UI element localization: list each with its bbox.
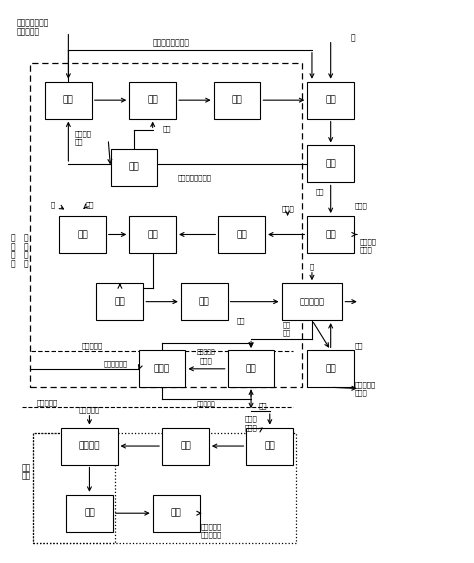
- Text: 溶解: 溶解: [325, 96, 336, 105]
- Text: 离心: 离心: [282, 322, 290, 328]
- Bar: [214, 82, 260, 119]
- Text: 滤品: 滤品: [355, 342, 364, 348]
- Text: 活性炭外: 活性炭外: [360, 238, 377, 244]
- Text: 套: 套: [11, 233, 15, 242]
- Text: 二氧化碳: 二氧化碳: [74, 131, 91, 137]
- Text: 硫酸钾副产: 硫酸钾副产: [201, 524, 222, 530]
- Text: 酸化: 酸化: [147, 230, 158, 239]
- Text: 水: 水: [310, 263, 314, 270]
- Bar: [307, 145, 354, 182]
- Text: 使用多次后: 使用多次后: [36, 399, 58, 406]
- Text: 水: 水: [350, 33, 355, 42]
- Text: 离心: 离心: [84, 509, 95, 518]
- Text: 套: 套: [23, 233, 28, 242]
- Text: 多: 多: [23, 251, 28, 260]
- Text: 成盐反应脱出的水: 成盐反应脱出的水: [153, 39, 190, 48]
- Bar: [97, 283, 143, 320]
- Text: 套用多次后: 套用多次后: [82, 342, 103, 348]
- Bar: [307, 216, 354, 253]
- Text: 中和: 中和: [264, 441, 275, 450]
- Bar: [61, 427, 118, 464]
- Text: 活性炭: 活性炭: [355, 202, 368, 209]
- Text: 回用于萃取: 回用于萃取: [196, 350, 215, 355]
- Text: 水层: 水层: [316, 189, 325, 195]
- Text: 品（出售）: 品（出售）: [201, 531, 222, 538]
- Text: 酸成品: 酸成品: [355, 389, 368, 396]
- Text: 成盐: 成盐: [63, 96, 74, 105]
- Text: 母液: 母液: [22, 471, 31, 480]
- Text: 离心: 离心: [22, 463, 31, 472]
- Text: 氧化钾溶液: 氧化钾溶液: [17, 27, 40, 36]
- Bar: [162, 427, 209, 464]
- Bar: [282, 283, 342, 320]
- Text: 吸附: 吸附: [325, 230, 336, 239]
- Text: 用: 用: [11, 242, 15, 251]
- Text: 气化: 气化: [128, 163, 139, 172]
- Text: 四效蒸发: 四效蒸发: [79, 441, 100, 450]
- Text: 煤油: 煤油: [237, 317, 245, 324]
- Text: 钾溶液: 钾溶液: [245, 424, 257, 431]
- Text: 多: 多: [11, 251, 15, 260]
- Bar: [33, 432, 297, 543]
- Text: 回用于萃取: 回用于萃取: [196, 401, 215, 406]
- Text: 萃取: 萃取: [246, 364, 256, 373]
- Bar: [307, 82, 354, 119]
- Bar: [246, 427, 293, 464]
- Text: 次: 次: [23, 260, 28, 269]
- Text: 干燥: 干燥: [325, 364, 336, 373]
- Bar: [138, 350, 185, 387]
- Text: 有机相: 有机相: [199, 358, 212, 364]
- Text: 母液: 母液: [282, 329, 290, 336]
- Bar: [66, 495, 113, 531]
- Text: 水: 水: [51, 201, 55, 208]
- Bar: [129, 216, 176, 253]
- Text: 次: 次: [11, 260, 15, 269]
- Bar: [110, 149, 157, 186]
- Bar: [181, 283, 228, 320]
- Text: 对羟基苯甲: 对羟基苯甲: [355, 381, 376, 387]
- Text: 羰化: 羰化: [147, 96, 158, 105]
- Bar: [307, 350, 354, 387]
- Text: 结晶: 结晶: [199, 297, 210, 306]
- Text: 干燥: 干燥: [171, 509, 182, 518]
- Bar: [228, 350, 274, 387]
- Text: 预冷: 预冷: [232, 96, 242, 105]
- Text: 有机层回用于成盐: 有机层回用于成盐: [178, 174, 212, 181]
- Text: 分离: 分离: [325, 159, 336, 168]
- Text: 氢氧化: 氢氧化: [245, 416, 257, 422]
- Text: 硫酸: 硫酸: [85, 201, 94, 208]
- Text: 冷却: 冷却: [115, 297, 125, 306]
- Bar: [153, 495, 200, 531]
- Bar: [59, 216, 106, 253]
- Text: 脱色: 脱色: [237, 230, 247, 239]
- Text: 减压: 减压: [163, 126, 171, 132]
- Text: 水（回用）: 水（回用）: [79, 406, 100, 413]
- Bar: [129, 82, 176, 119]
- Bar: [218, 216, 265, 253]
- Bar: [30, 63, 301, 387]
- Text: 煤油、茶酚、氢: 煤油、茶酚、氢: [17, 19, 49, 28]
- Text: 水相: 水相: [259, 403, 267, 409]
- Text: 配制: 配制: [77, 230, 88, 239]
- Bar: [45, 82, 92, 119]
- Text: 离心、洗涤: 离心、洗涤: [300, 297, 324, 306]
- Bar: [33, 432, 115, 543]
- Text: 预热: 预热: [180, 441, 191, 450]
- Text: 氢氧化钾溶液: 氢氧化钾溶液: [103, 360, 128, 367]
- Text: 反萃取: 反萃取: [154, 364, 170, 373]
- Text: 储罐: 储罐: [74, 138, 83, 145]
- Text: 活性炭: 活性炭: [281, 205, 294, 212]
- Text: 送处理: 送处理: [360, 246, 373, 253]
- Text: 用: 用: [23, 242, 28, 251]
